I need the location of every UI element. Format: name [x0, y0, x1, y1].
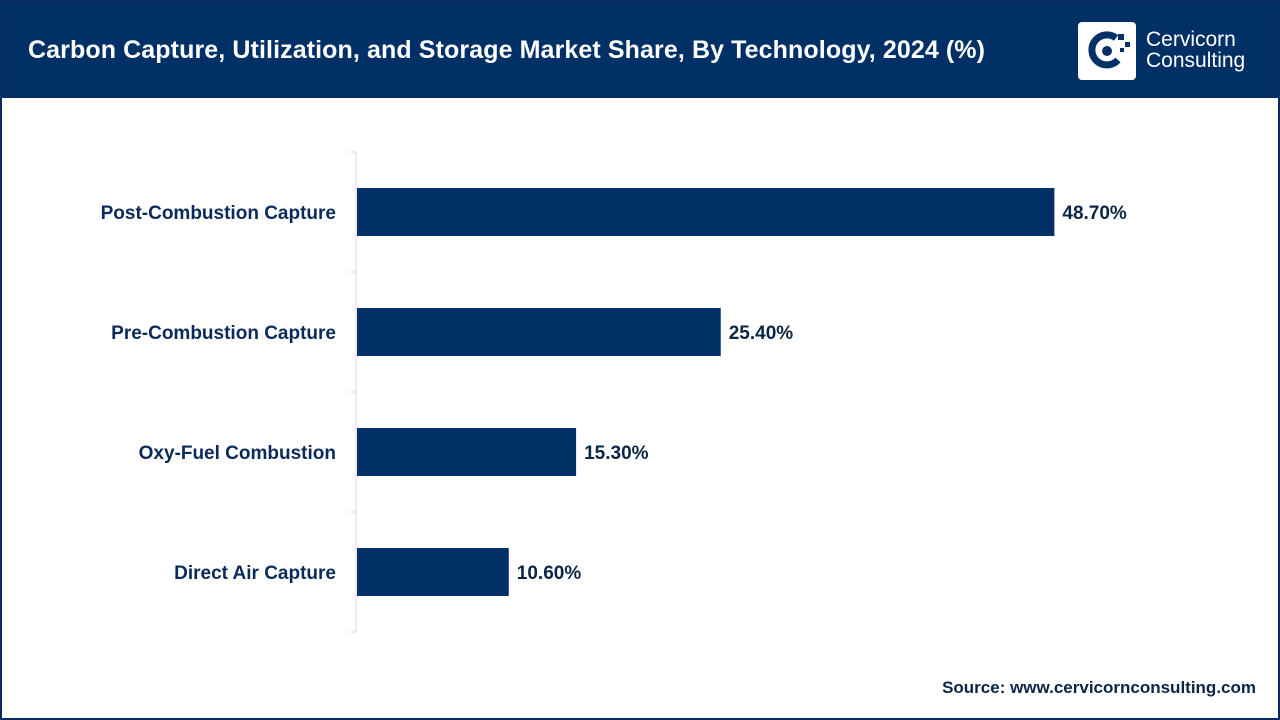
data-label: 10.60%	[517, 563, 582, 584]
bar-oxy-fuel-combustion	[357, 428, 577, 476]
bar-pre-combustion-capture	[357, 308, 721, 356]
logo-mark-icon	[1078, 22, 1136, 80]
logo-text-line2: Consulting	[1146, 49, 1246, 72]
bar-direct-air-capture	[357, 548, 509, 596]
data-label: 15.30%	[584, 443, 649, 464]
logo-text-line1: Cervicorn	[1146, 28, 1236, 51]
source-note: Source: www.cervicornconsulting.com	[942, 678, 1256, 697]
category-label: Pre-Combustion Capture	[111, 323, 336, 344]
bar-post-combustion-capture	[357, 188, 1055, 236]
category-label: Post-Combustion Capture	[101, 203, 336, 224]
header-bar: Carbon Capture, Utilization, and Storage…	[2, 2, 1278, 98]
chart-title: Carbon Capture, Utilization, and Storage…	[28, 36, 986, 64]
data-label: 25.40%	[729, 323, 794, 344]
bar-chart: Post-Combustion Capture 48.70% Pre-Combust…	[101, 151, 1127, 633]
brand-logo: Cervicorn Consulting	[1078, 22, 1258, 80]
data-label: 48.70%	[1062, 203, 1127, 224]
category-label: Oxy-Fuel Combustion	[139, 443, 336, 464]
category-label: Direct Air Capture	[174, 563, 336, 584]
